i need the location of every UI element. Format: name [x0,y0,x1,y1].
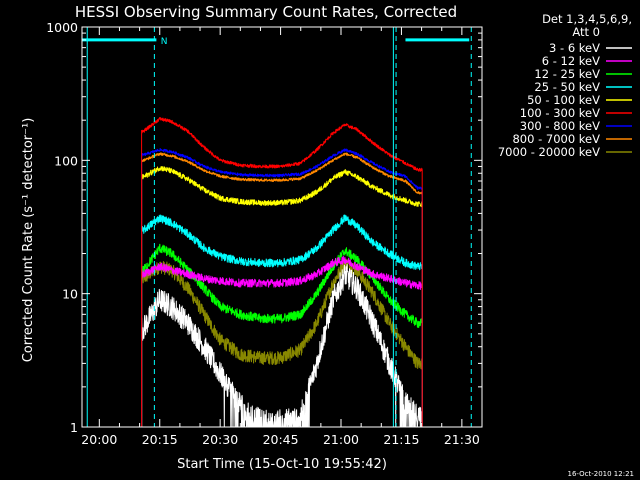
y-axis-label: Corrected Count Rate (s⁻¹ detector⁻¹) [21,118,36,363]
data-layer [141,117,423,428]
x-tick-label: 20:30 [202,432,238,447]
legend-label: 6 - 12 keV [542,54,600,68]
legend-label: 300 - 800 keV [520,119,600,133]
x-tick-label: 21:15 [383,432,419,447]
plot-frame [81,26,483,428]
legend-label: 800 - 7000 keV [512,132,600,146]
x-tick-label: 20:15 [142,432,178,447]
legend-label: 50 - 100 keV [527,93,600,107]
series-50-100-kev [141,166,423,427]
chart-title: HESSI Observing Summary Count Rates, Cor… [75,3,457,21]
series-6-12-kev [141,255,423,427]
legend-label: 3 - 6 keV [549,41,600,55]
y-tick-label: 10 [62,287,78,302]
y-tick-label: 100 [54,153,78,168]
series-25-50-kev [141,214,423,427]
series-7000-20000-kev [141,258,423,427]
legend-label: 7000 - 20000 keV [498,145,600,159]
series-300-800-kev [141,148,423,427]
y-tick-label: 1 [70,420,78,435]
legend-header-line1: Det 1,3,4,5,6,9, [542,12,632,26]
x-axis-label: Start Time (15-Oct-10 19:55:42) [177,457,387,472]
series-800-7000-kev [141,152,423,427]
axes-layer: 20:00 20:15 20:30 20:45 21:00 21:15 21:30 1 10 10… [46,20,483,447]
timestamp: 16-Oct-2010 12:21 [568,470,634,478]
legend-header-line2: Att 0 [572,25,600,39]
annotation-layer: N [82,27,472,427]
x-tick-label: 20:00 [81,432,117,447]
y-tick-label: 1000 [46,20,78,35]
legend-label: 100 - 300 keV [520,106,600,120]
series-12-25-kev [141,243,423,427]
saa-label: N [161,37,168,47]
x-tick-label: 20:45 [263,432,299,447]
legend-label: 12 - 25 keV [534,67,600,81]
x-tick-label: 21:00 [323,432,359,447]
legend-label: 25 - 50 keV [534,80,600,94]
series-100-300-kev [141,117,423,427]
x-tick-label: 21:30 [444,432,480,447]
